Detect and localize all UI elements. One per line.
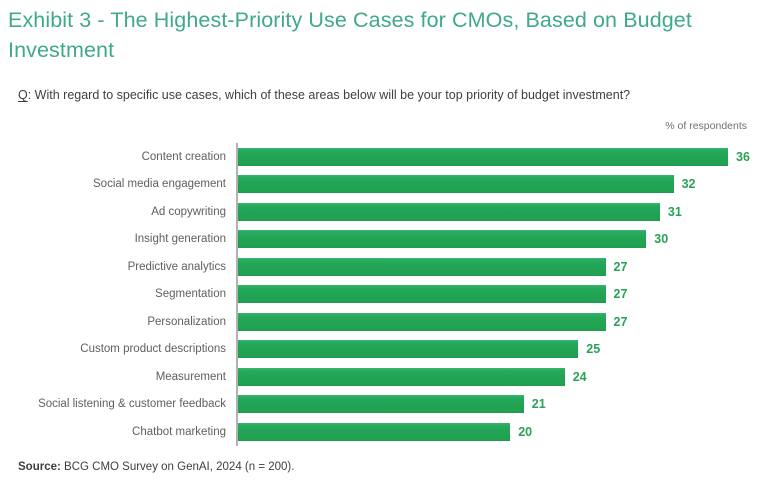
value-label: 25 bbox=[586, 342, 601, 357]
bar bbox=[238, 422, 511, 441]
value-label: 27 bbox=[613, 314, 628, 329]
chart-row: 32 bbox=[238, 171, 750, 199]
category-label: Insight generation bbox=[134, 233, 226, 246]
value-label: 24 bbox=[572, 369, 587, 384]
axis-unit-label: % of respondents bbox=[665, 120, 747, 132]
bar bbox=[238, 230, 647, 249]
question-prefix: Q bbox=[18, 88, 28, 102]
survey-question: Q: With regard to specific use cases, wh… bbox=[18, 88, 748, 102]
bar bbox=[238, 175, 674, 194]
category-label: Social listening & customer feedback bbox=[38, 398, 226, 411]
value-label: 21 bbox=[531, 397, 546, 412]
chart-row: 27 bbox=[238, 281, 750, 309]
bar-chart: Content creation Social media engagement A… bbox=[18, 143, 750, 446]
bar bbox=[238, 285, 606, 304]
category-label: Measurement bbox=[155, 370, 226, 383]
category-label: Social media engagement bbox=[93, 178, 226, 191]
chart-row: 27 bbox=[238, 308, 750, 336]
chart-row: 31 bbox=[238, 198, 750, 226]
bar bbox=[238, 147, 728, 166]
chart-row: 21 bbox=[238, 391, 750, 419]
page-title: Exhibit 3 - The Highest-Priority Use Cas… bbox=[8, 8, 692, 62]
category-labels-column: Content creation Social media engagement A… bbox=[18, 143, 236, 446]
value-label: 36 bbox=[736, 149, 750, 164]
bar bbox=[238, 257, 606, 276]
chart-row: 30 bbox=[238, 226, 750, 254]
bars-column: 36 32 31 30 27 27 27 25 24 21 20 bbox=[236, 143, 750, 446]
source-note: Source: BCG CMO Survey on GenAI, 2024 (n… bbox=[18, 461, 294, 473]
category-label: Segmentation bbox=[155, 288, 226, 301]
category-label: Predictive analytics bbox=[127, 260, 226, 273]
chart-row: 24 bbox=[238, 363, 750, 391]
value-label: 27 bbox=[613, 287, 628, 302]
category-label: Content creation bbox=[141, 150, 226, 163]
chart-row: 27 bbox=[238, 253, 750, 281]
value-label: 31 bbox=[667, 204, 682, 219]
source-text: BCG CMO Survey on GenAI, 2024 (n = 200). bbox=[60, 461, 295, 473]
chart-row: 25 bbox=[238, 336, 750, 364]
source-label: Source: bbox=[18, 461, 61, 473]
chart-row: 36 bbox=[238, 143, 750, 171]
value-label: 32 bbox=[681, 177, 696, 192]
value-label: 27 bbox=[613, 259, 628, 274]
category-label: Ad copywriting bbox=[151, 205, 226, 218]
category-label: Custom product descriptions bbox=[80, 343, 226, 356]
category-label: Personalization bbox=[147, 315, 226, 328]
bar bbox=[238, 312, 606, 331]
value-label: 20 bbox=[518, 424, 533, 439]
bar bbox=[238, 340, 579, 359]
bar bbox=[238, 367, 565, 386]
bar bbox=[238, 395, 524, 414]
chart-row: 20 bbox=[238, 418, 750, 446]
value-label: 30 bbox=[654, 232, 669, 247]
category-label: Chatbot marketing bbox=[132, 425, 226, 438]
bar bbox=[238, 202, 660, 221]
question-text: : With regard to specific use cases, whi… bbox=[27, 88, 631, 102]
